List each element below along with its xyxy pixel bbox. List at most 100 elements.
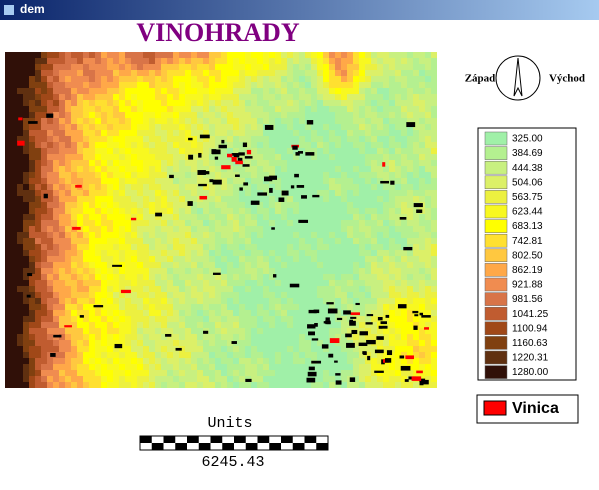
terrain-cell	[125, 154, 131, 160]
terrain-cell	[35, 298, 41, 304]
terrain-cell	[233, 184, 239, 190]
terrain-cell	[215, 376, 221, 382]
terrain-cell	[359, 226, 365, 232]
terrain-cell	[431, 82, 437, 88]
terrain-cell	[149, 226, 155, 232]
terrain-cell	[299, 70, 305, 76]
terrain-cell	[227, 358, 233, 364]
terrain-cell	[425, 322, 431, 328]
terrain-cell	[341, 166, 347, 172]
terrain-cell	[341, 172, 347, 178]
vineyard-patch	[114, 343, 123, 349]
terrain-cell	[269, 184, 275, 190]
terrain-cell	[29, 160, 35, 166]
terrain-cell	[161, 268, 167, 274]
terrain-cell	[167, 208, 173, 214]
terrain-cell	[413, 364, 419, 370]
terrain-cell	[71, 148, 77, 154]
terrain-cell	[431, 124, 437, 130]
terrain-cell	[413, 268, 419, 274]
terrain-cell	[89, 208, 95, 214]
terrain-cell	[329, 184, 335, 190]
terrain-cell	[245, 142, 251, 148]
terrain-cell	[413, 250, 419, 256]
terrain-cell	[281, 88, 287, 94]
terrain-cell	[275, 172, 281, 178]
terrain-cell	[35, 286, 41, 292]
terrain-cell	[5, 256, 11, 262]
terrain-cell	[131, 172, 137, 178]
terrain-cell	[203, 52, 209, 58]
terrain-cell	[383, 160, 389, 166]
terrain-cell	[65, 160, 71, 166]
terrain-cell	[245, 334, 251, 340]
terrain-cell	[191, 286, 197, 292]
terrain-cell	[353, 220, 359, 226]
terrain-cell	[41, 58, 47, 64]
terrain-cell	[107, 352, 113, 358]
terrain-cell	[191, 310, 197, 316]
terrain-cell	[95, 154, 101, 160]
terrain-cell	[341, 106, 347, 112]
terrain-cell	[221, 208, 227, 214]
terrain-cell	[287, 52, 293, 58]
terrain-cell	[119, 340, 125, 346]
terrain-cell	[293, 340, 299, 346]
terrain-cell	[47, 244, 53, 250]
vineyard-patch	[214, 156, 219, 160]
terrain-cell	[311, 292, 317, 298]
terrain-cell	[395, 370, 401, 376]
terrain-cell	[131, 136, 137, 142]
terrain-cell	[347, 58, 353, 64]
terrain-cell	[59, 280, 65, 286]
terrain-cell	[287, 202, 293, 208]
terrain-cell	[209, 340, 215, 346]
terrain-cell	[413, 118, 419, 124]
terrain-cell	[329, 172, 335, 178]
terrain-cell	[125, 382, 131, 388]
terrain-cell	[23, 232, 29, 238]
terrain-cell	[305, 232, 311, 238]
terrain-cell	[305, 274, 311, 280]
terrain-cell	[143, 142, 149, 148]
terrain-cell	[365, 364, 371, 370]
terrain-cell	[293, 220, 299, 226]
terrain-cell	[179, 352, 185, 358]
terrain-cell	[95, 232, 101, 238]
terrain-cell	[389, 118, 395, 124]
terrain-cell	[41, 352, 47, 358]
terrain-cell	[83, 148, 89, 154]
vineyard-patch	[198, 183, 207, 187]
terrain-cell	[221, 358, 227, 364]
terrain-cell	[413, 280, 419, 286]
terrain-cell	[77, 52, 83, 58]
terrain-cell	[17, 358, 23, 364]
terrain-cell	[77, 340, 83, 346]
terrain-cell	[419, 232, 425, 238]
terrain-cell	[107, 70, 113, 76]
terrain-cell	[311, 268, 317, 274]
terrain-cell	[59, 346, 65, 352]
terrain-cell	[323, 382, 329, 388]
terrain-cell	[215, 256, 221, 262]
vineyard-patch	[313, 309, 320, 314]
terrain-cell	[257, 166, 263, 172]
terrain-cell	[107, 154, 113, 160]
terrain-cell	[383, 208, 389, 214]
terrain-cell	[281, 352, 287, 358]
terrain-cell	[323, 376, 329, 382]
terrain-cell	[233, 286, 239, 292]
terrain-cell	[347, 166, 353, 172]
vineyard-patch	[422, 379, 429, 385]
terrain-cell	[47, 184, 53, 190]
terrain-cell	[215, 136, 221, 142]
terrain-cell	[299, 220, 305, 226]
terrain-cell	[413, 328, 419, 334]
terrain-cell	[275, 130, 281, 136]
terrain-cell	[251, 166, 257, 172]
terrain-cell	[197, 334, 203, 340]
legend-label: 1160.63	[512, 338, 548, 349]
terrain-cell	[425, 172, 431, 178]
terrain-cell	[347, 136, 353, 142]
terrain-cell	[353, 226, 359, 232]
